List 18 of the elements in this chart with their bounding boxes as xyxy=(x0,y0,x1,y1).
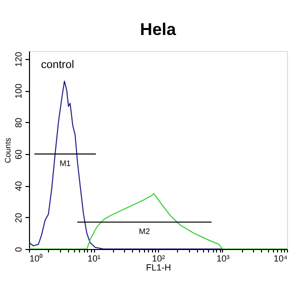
x-tick-label: 10⁴ xyxy=(274,254,288,264)
chart-title: Hela xyxy=(140,20,176,39)
y-tick-label: 60 xyxy=(14,149,24,160)
x-tick-label: 10⁰ xyxy=(30,254,43,264)
x-tick-label: 10² xyxy=(152,254,166,264)
series-label: M2 xyxy=(138,227,150,236)
y-axis-title: Counts xyxy=(4,138,12,164)
y-tick-label: 40 xyxy=(14,181,24,192)
x-tick-label: 10¹ xyxy=(87,254,101,264)
y-tick-label: 0 xyxy=(14,246,24,252)
annotation: control xyxy=(41,59,74,71)
x-axis-title: FL1-H xyxy=(146,262,172,272)
x-tick-label: 10³ xyxy=(216,254,230,264)
y-tick-label: 100 xyxy=(14,84,24,99)
y-tick-label: 120 xyxy=(14,52,24,67)
y-tick-label: 20 xyxy=(14,212,24,223)
y-tick-label: 80 xyxy=(14,118,24,128)
series-label: M1 xyxy=(60,158,72,168)
